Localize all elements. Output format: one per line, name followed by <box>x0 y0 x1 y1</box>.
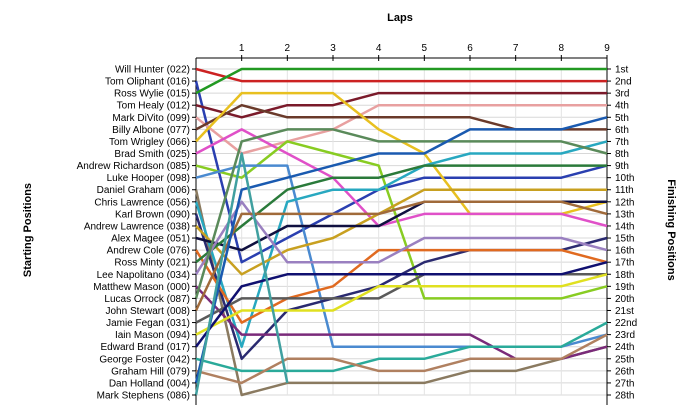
finishing-position-label: 6th <box>615 125 629 136</box>
starting-position-label: Edward Brand (017) <box>101 342 191 353</box>
starting-position-label: Matthew Mason (000) <box>93 282 190 293</box>
finishing-position-label: 5th <box>615 113 629 124</box>
x-tick-label: 6 <box>467 43 473 54</box>
starting-position-label: Dan Holland (004) <box>109 378 190 389</box>
finishing-position-label: 23rd <box>615 330 635 341</box>
finishing-position-label: 13th <box>615 209 634 220</box>
starting-position-label: Lucas Orrock (087) <box>104 294 190 305</box>
finishing-position-label: 11th <box>615 185 634 196</box>
starting-position-label: Billy Albone (077) <box>112 125 190 136</box>
x-tick-label: 7 <box>513 43 519 54</box>
series-line <box>194 116 608 384</box>
finishing-position-label: 21st <box>615 306 634 317</box>
x-tick-label: 2 <box>285 43 291 54</box>
starting-position-label: Jamie Fegan (031) <box>106 318 190 329</box>
starting-position-label: Chris Lawrence (056) <box>94 197 190 208</box>
starting-position-label: Tom Wrigley (066) <box>109 137 190 148</box>
series-line <box>195 260 608 348</box>
series-line <box>194 200 608 312</box>
starting-position-label: Iain Mason (094) <box>115 330 190 341</box>
series-line <box>195 140 608 300</box>
series-line <box>194 80 608 264</box>
finishing-position-label: 2nd <box>615 77 632 88</box>
series-line <box>195 164 607 264</box>
starting-position-label: Mark Stephens (086) <box>97 391 190 402</box>
finishing-position-label: 3rd <box>615 89 629 100</box>
starting-position-label: Ross Minty (021) <box>114 258 190 269</box>
x-axis-title: Laps <box>387 12 413 24</box>
series-line <box>194 189 608 397</box>
starting-position-label: Andrew Lawrence (038) <box>84 221 190 232</box>
x-tick-label: 9 <box>604 43 610 54</box>
finishing-position-label: 8th <box>615 149 629 160</box>
x-tick-label: 3 <box>330 43 336 54</box>
finishing-position-label: 4th <box>615 101 629 112</box>
finishing-position-label: 12th <box>615 197 634 208</box>
starting-position-label: Graham Hill (079) <box>111 366 190 377</box>
series-line <box>194 200 608 275</box>
finishing-position-label: 18th <box>615 270 634 281</box>
series-line <box>194 152 289 396</box>
finishing-position-label: 25th <box>615 354 634 365</box>
starting-position-label: Luke Hooper (098) <box>107 173 190 184</box>
finishing-position-label: 7th <box>615 137 629 148</box>
finishing-position-label: 19th <box>615 282 634 293</box>
series-line <box>195 67 607 83</box>
x-tick-label: 4 <box>376 43 382 54</box>
starting-position-label: Daniel Graham (006) <box>97 185 190 196</box>
finishing-position-label: 9th <box>615 161 629 172</box>
starting-position-label: John Stewart (008) <box>106 306 191 317</box>
series-line <box>195 333 608 385</box>
starting-position-label: Tom Oliphant (016) <box>105 77 190 88</box>
starting-position-label: Lee Napolitano (034) <box>97 270 190 281</box>
x-tick-label: 8 <box>559 43 565 54</box>
starting-position-label: Karl Brown (090) <box>115 209 190 220</box>
finishing-position-label: 22nd <box>615 318 637 329</box>
series-line <box>195 103 607 155</box>
starting-position-label: Alex Magee (051) <box>111 234 190 245</box>
starting-position-label: Ross Wylie (015) <box>114 89 190 100</box>
finishing-position-label: 24th <box>615 342 634 353</box>
finishing-position-label: 27th <box>615 378 634 389</box>
finishing-position-label: 26th <box>615 366 634 377</box>
finishing-position-label: 15th <box>615 234 634 245</box>
starting-position-label: Tom Healy (012) <box>117 101 190 112</box>
x-tick-label: 5 <box>422 43 428 54</box>
starting-position-label: Brad Smith (025) <box>114 149 190 160</box>
starting-position-label: Will Hunter (022) <box>115 65 190 76</box>
starting-position-label: Mark DiVito (099) <box>112 113 190 124</box>
starting-position-label: George Foster (042) <box>99 354 190 365</box>
finishing-position-label: 14th <box>615 221 634 232</box>
series-line <box>195 273 608 336</box>
finishing-position-label: 10th <box>615 173 634 184</box>
series-line <box>195 67 607 95</box>
starting-position-label: Andrew Richardson (085) <box>77 161 190 172</box>
series-line <box>195 128 608 228</box>
finishing-position-label: 20th <box>615 294 634 305</box>
finishing-position-label: 17th <box>615 258 634 269</box>
series-line <box>195 164 608 348</box>
finishing-position-label: 1st <box>615 65 629 76</box>
finishing-position-label: 16th <box>615 246 634 257</box>
finishing-position-label: 28th <box>615 391 634 402</box>
series-line <box>194 128 608 299</box>
starting-position-label: Andrew Cole (076) <box>107 246 190 257</box>
x-tick-label: 1 <box>239 43 245 54</box>
